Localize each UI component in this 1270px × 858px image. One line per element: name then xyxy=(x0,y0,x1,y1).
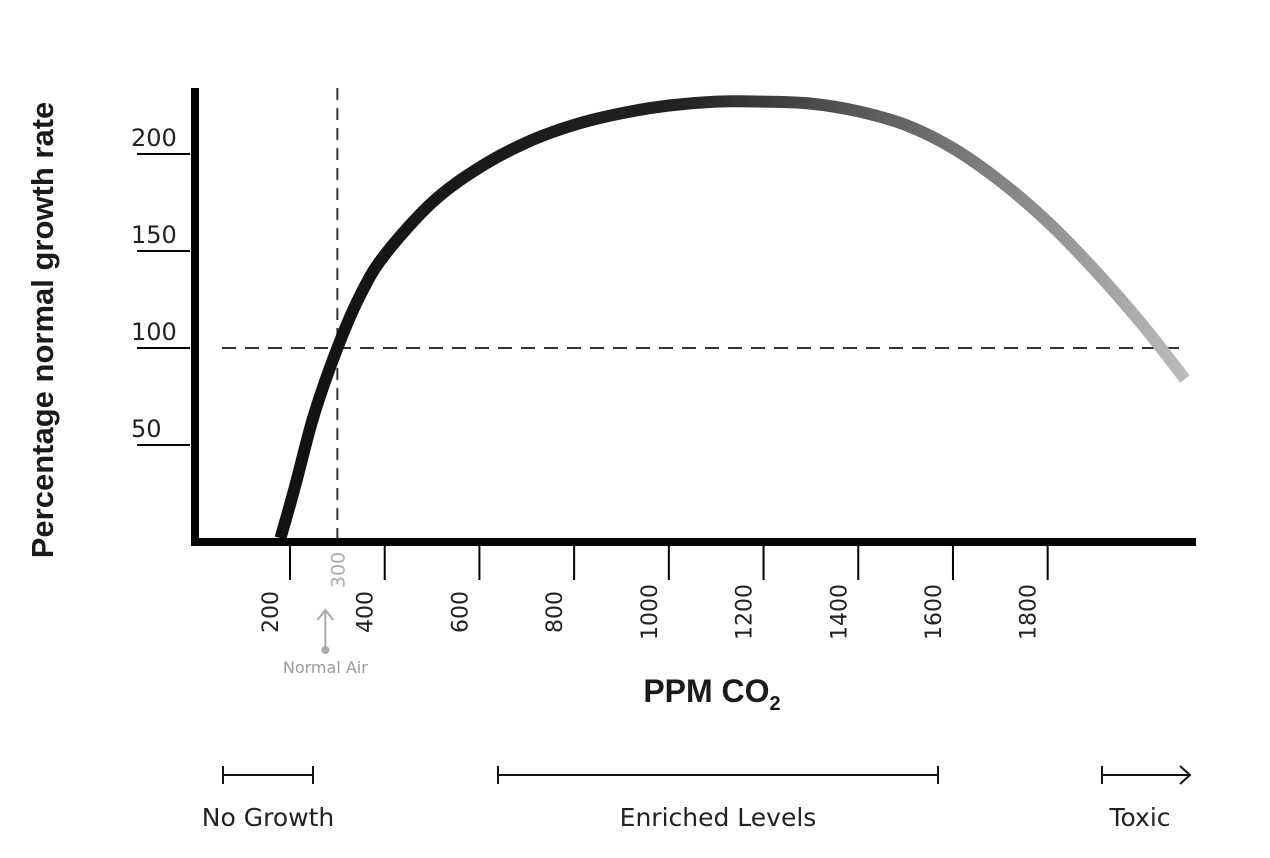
x-tick-label-normal-air: 300 xyxy=(327,552,349,588)
range-label: Enriched Levels xyxy=(620,803,817,832)
x-tick-label: 800 xyxy=(543,591,568,633)
x-tick-label: 400 xyxy=(354,591,379,633)
x-tick-label: 1200 xyxy=(733,584,758,640)
y-axis-label: Percentage normal growth rate xyxy=(25,102,60,559)
y-tick-label: 150 xyxy=(131,221,177,249)
x-tick-label: 1400 xyxy=(827,584,852,640)
normal-air-dot xyxy=(321,646,330,654)
x-axis-ticks: 200 400 600 800 1000 1200 1400 1600 1800 xyxy=(259,546,1049,640)
x-tick-label: 600 xyxy=(448,591,473,633)
range-label: Toxic xyxy=(1108,803,1170,832)
y-axis-ticks: 50 100 150 200 xyxy=(131,124,190,446)
x-axis-label-subscript: 2 xyxy=(770,693,781,715)
x-axis-label: PPM CO2 xyxy=(643,673,780,715)
x-tick-label: 1800 xyxy=(1017,584,1042,640)
x-tick-label: 1000 xyxy=(638,584,663,640)
x-tick-label: 200 xyxy=(259,591,284,633)
x-axis-label-main: PPM CO xyxy=(643,673,769,709)
y-tick-label: 200 xyxy=(131,124,177,152)
y-tick-label: 100 xyxy=(131,318,177,346)
normal-air-label: Normal Air xyxy=(283,658,368,677)
range-arrowhead xyxy=(1179,765,1192,785)
range-label: No Growth xyxy=(202,803,334,832)
growth-curve xyxy=(274,95,1190,540)
annotations: 300 Normal Air xyxy=(283,552,368,677)
reference-lines xyxy=(222,88,1185,538)
range-indicators: No Growth Enriched Levels Toxic xyxy=(202,765,1192,832)
x-tick-label: 1600 xyxy=(922,584,947,640)
y-tick-label: 50 xyxy=(131,415,162,443)
series-layer xyxy=(274,95,1190,540)
normal-air-arrowhead xyxy=(316,608,335,621)
